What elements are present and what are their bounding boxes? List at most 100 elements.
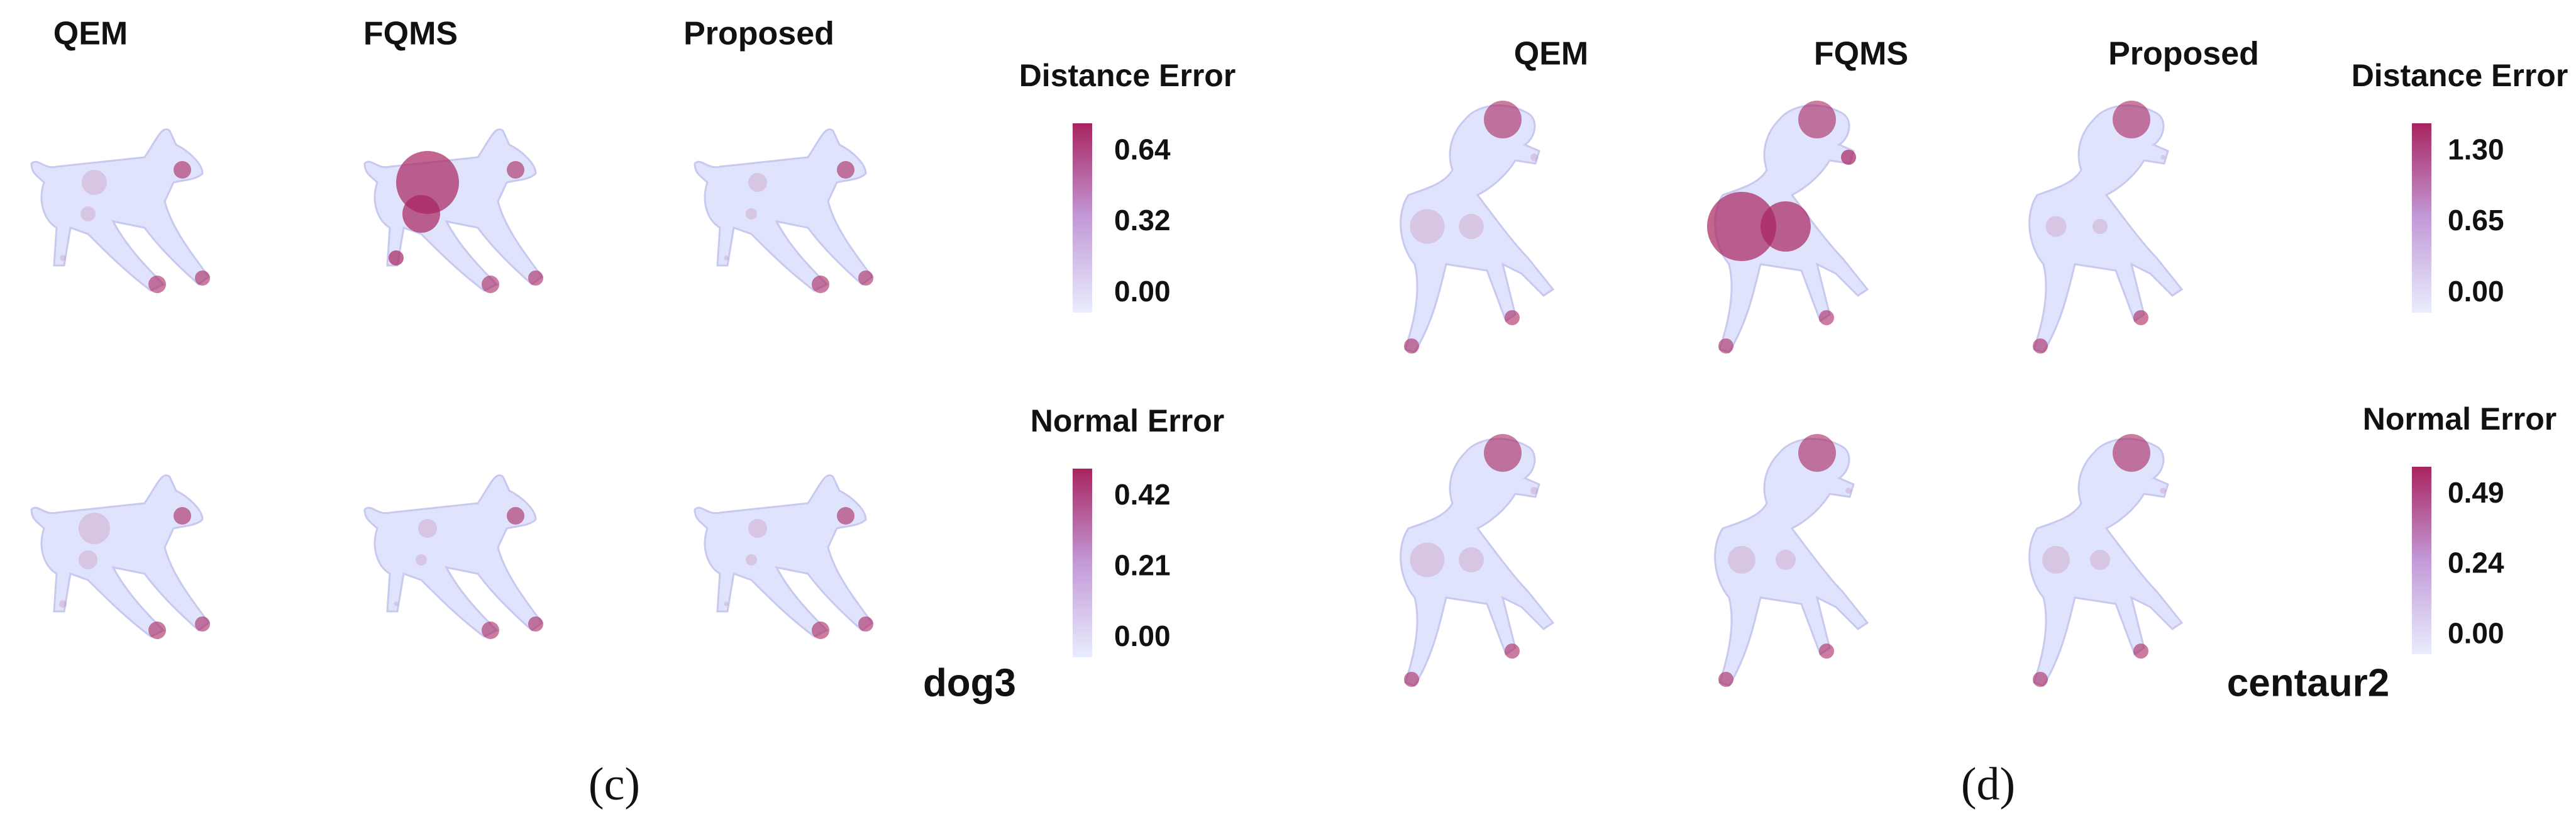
error-spot (482, 276, 499, 293)
error-spot (1404, 338, 1419, 354)
colorbar (2412, 467, 2431, 654)
mesh-render (30, 474, 210, 639)
column-header: FQMS (363, 16, 458, 52)
error-spot (837, 161, 854, 179)
error-spot (2045, 216, 2067, 237)
column-header: Proposed (2108, 36, 2259, 72)
error-spot (79, 513, 110, 544)
mesh (694, 128, 873, 292)
error-spot (2033, 672, 2048, 687)
error-spot (148, 621, 166, 639)
column-header: FQMS (1814, 36, 1908, 72)
mesh-render (1400, 101, 1554, 354)
error-spot (507, 507, 524, 525)
error-spot (837, 507, 854, 525)
mesh-render (694, 128, 873, 293)
error-spot (2042, 546, 2070, 574)
error-spot (1776, 550, 1796, 570)
colorbar-tick-label: 0.00 (1114, 620, 1171, 652)
colorbar-title: Distance Error (1019, 58, 1236, 93)
colorbar-tick-label: 0.42 (1114, 478, 1171, 511)
error-spot (59, 600, 67, 608)
colorbar (2412, 123, 2431, 313)
colorbar-tick-label: 0.65 (2448, 204, 2504, 237)
error-spot (195, 270, 210, 286)
error-spot (1798, 434, 1836, 472)
mesh (30, 474, 210, 638)
mesh-render (30, 128, 210, 293)
colorbar-tick-label: 0.00 (2448, 616, 2504, 649)
mesh-render (363, 474, 543, 639)
error-spot (1459, 547, 1484, 572)
colorbar-title: Normal Error (1031, 403, 1224, 438)
error-spot (174, 507, 191, 525)
error-spot (812, 276, 829, 293)
error-spot (2090, 550, 2110, 570)
error-spot (724, 255, 729, 260)
error-spot (416, 554, 427, 566)
error-spot (1530, 487, 1538, 494)
error-spot (402, 195, 440, 233)
error-spot (389, 250, 404, 265)
mesh-render (1714, 434, 1869, 687)
error-spot (748, 173, 767, 192)
colorbar-tick-label: 0.21 (1114, 549, 1171, 582)
error-spot (858, 616, 873, 632)
colorbar-tick-label: 0.00 (1114, 275, 1171, 308)
error-spot (1505, 644, 1520, 659)
error-spot (1484, 434, 1522, 472)
colorbar (1073, 123, 1092, 313)
error-spot (1718, 672, 1733, 687)
colorbar-tick-label: 0.32 (1114, 204, 1171, 237)
error-spot (482, 621, 499, 639)
error-spot (1819, 310, 1834, 325)
error-spot (60, 255, 66, 261)
colorbar-title: Normal Error (2363, 401, 2557, 437)
error-spot (2133, 644, 2148, 659)
error-spot (1845, 488, 1852, 494)
error-spot (1459, 214, 1484, 239)
error-spot (174, 161, 191, 179)
column-header: QEM (53, 16, 128, 52)
error-spot (82, 170, 107, 195)
colorbar-tick-label: 0.00 (2448, 275, 2504, 308)
error-spot (1761, 201, 1811, 252)
colorbar-tick-label: 0.24 (2448, 547, 2504, 579)
error-spot (812, 621, 829, 639)
mesh-render (1707, 101, 1869, 354)
error-spot (1530, 153, 1538, 161)
panel-label: (d) (1961, 759, 2015, 810)
mesh (363, 474, 543, 638)
model-name: centaur2 (2227, 661, 2389, 705)
error-spot (1410, 542, 1445, 577)
error-spot (2113, 101, 2150, 138)
error-spot (2160, 488, 2166, 494)
error-spot (2133, 310, 2148, 325)
error-spot (2033, 338, 2048, 354)
error-spot (1798, 101, 1836, 138)
mesh-render (2028, 101, 2183, 354)
error-spot (1505, 310, 1520, 325)
mesh (694, 474, 873, 638)
error-spot (2160, 155, 2165, 160)
mesh-render (363, 128, 543, 293)
colorbar (1073, 469, 1092, 657)
model-name: dog3 (923, 661, 1016, 705)
error-spot (2092, 219, 2108, 234)
mesh-render (1400, 434, 1554, 687)
mesh-render (2028, 434, 2183, 687)
error-spot (748, 519, 767, 538)
panel-label: (c) (589, 759, 640, 810)
colorbar-tick-label: 0.49 (2448, 476, 2504, 509)
error-spot (746, 554, 757, 566)
error-spot (1718, 338, 1733, 354)
error-spot (2113, 434, 2150, 472)
error-spot (1484, 101, 1522, 138)
colorbar-tick-label: 1.30 (2448, 133, 2504, 165)
error-spot (528, 616, 543, 632)
mesh (363, 128, 543, 292)
column-header: QEM (1514, 36, 1588, 72)
error-spot (1728, 546, 1755, 574)
mesh-render (694, 474, 873, 639)
